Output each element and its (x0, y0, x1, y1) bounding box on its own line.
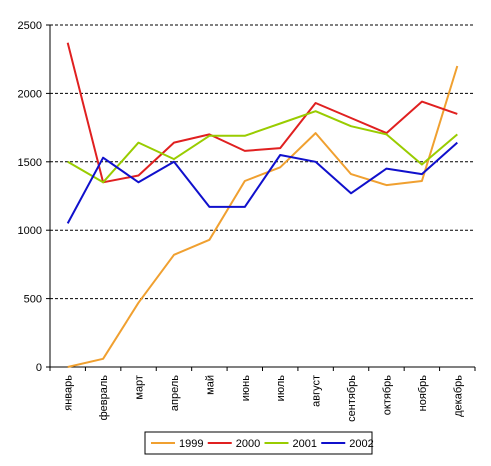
legend: 1999 2000 2001 2002 (144, 431, 374, 455)
x-tick-label: май (204, 375, 216, 395)
y-tick-label: 1500 (18, 157, 42, 169)
legend-label-1999: 1999 (179, 438, 203, 450)
x-tick-label: июль (275, 375, 287, 402)
series-line-2000 (66, 42, 458, 184)
legend-label-2002: 2002 (349, 438, 373, 450)
x-tick-label: декабрь (452, 375, 464, 417)
series-line-1999 (67, 65, 459, 368)
y-tick-label: 500 (24, 294, 42, 306)
x-tick-label: июнь (240, 375, 252, 401)
grid-lines (50, 24, 475, 300)
x-tick-label: октябрь (381, 375, 393, 415)
y-tick-label: 1000 (18, 225, 42, 237)
x-tick-label: август (311, 375, 323, 407)
x-tick-label: январь (63, 375, 75, 411)
x-tick-label: март (134, 375, 146, 400)
legend-label-2000: 2000 (236, 438, 260, 450)
y-tick-label: 2000 (18, 88, 42, 100)
legend-label-2001: 2001 (293, 438, 317, 450)
x-tick-label: сентябрь (346, 375, 358, 422)
y-tick-label: 0 (36, 362, 42, 374)
y-tick-label: 2500 (18, 20, 42, 32)
series-line-2002 (66, 141, 458, 224)
x-tick-label: апрель (169, 375, 181, 411)
series-lines (66, 42, 459, 368)
legend-box (144, 431, 373, 455)
series-line-2001 (67, 110, 458, 184)
y-axis: 0 500 1000 1500 2000 2500 (18, 20, 51, 374)
x-tick-label: ноябрь (417, 375, 429, 412)
x-tick-label: февраль (98, 375, 110, 421)
x-axis: январь февраль март апрель май июнь июль август… (49, 366, 476, 422)
